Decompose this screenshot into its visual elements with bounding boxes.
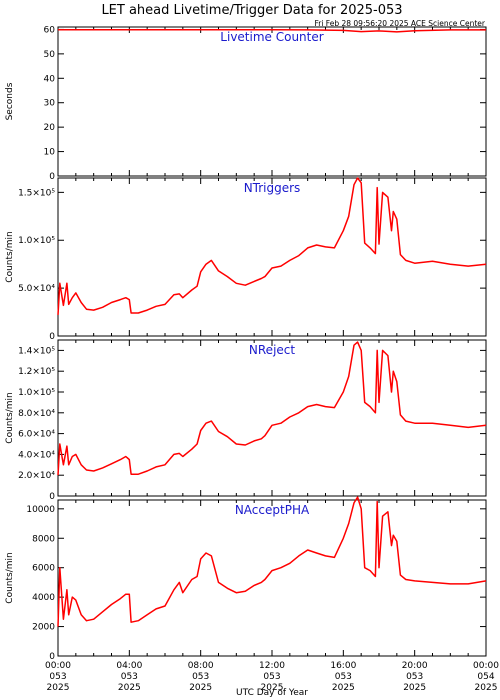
panel: 0 5.0×10⁴ 1.0×10⁵ 1.5×10⁵ Counts/min NTrigger… <box>5 177 487 342</box>
y-tick-label: 4.0×10⁴ <box>18 450 55 460</box>
x-tick-label: 054 <box>477 672 494 682</box>
y-tick-label: 0 <box>49 332 55 342</box>
x-tick-label: 053 <box>49 672 66 682</box>
series-line <box>57 177 487 315</box>
x-tick-label: 2025 <box>332 683 355 693</box>
x-tick-label: 08:00 <box>188 661 214 671</box>
panel-label: Livetime Counter <box>220 30 323 44</box>
x-tick-label: 053 <box>406 672 423 682</box>
y-axis-label: Counts/min <box>5 392 15 443</box>
y-axis-label: Seconds <box>5 82 15 120</box>
y-tick-label: 1.4×10⁵ <box>18 346 55 356</box>
x-tick-label: 2025 <box>261 683 284 693</box>
y-tick-label: 6000 <box>32 564 55 574</box>
x-axis: 00:00053202504:00053202508:00053202512:0… <box>45 661 499 693</box>
x-tick-label: 2025 <box>475 683 498 693</box>
x-tick-label: 2025 <box>189 683 212 693</box>
plot-frame <box>57 177 487 337</box>
y-tick-label: 50 <box>44 50 56 60</box>
y-tick-label: 6.0×10⁴ <box>18 430 55 440</box>
panel-label: NReject <box>249 343 295 357</box>
y-tick-label: 1.0×10⁵ <box>18 236 55 246</box>
x-tick-label: 2025 <box>118 683 141 693</box>
y-tick-label: 20 <box>44 123 56 133</box>
x-tick-label: 00:00 <box>473 661 499 671</box>
y-tick-label: 8.0×10⁴ <box>18 409 55 419</box>
y-tick-label: 10000 <box>26 505 55 515</box>
y-tick-label: 1.5×10⁵ <box>18 188 55 198</box>
plot-frame <box>57 339 487 497</box>
x-tick-label: 053 <box>192 672 209 682</box>
x-tick-label: 12:00 <box>259 661 285 671</box>
x-tick-label: 16:00 <box>330 661 356 671</box>
x-tick-label: 04:00 <box>116 661 142 671</box>
series-line <box>57 496 487 627</box>
y-axis-label: Counts/min <box>5 231 15 282</box>
panel: 0 2.0×10⁴ 4.0×10⁴ 6.0×10⁴ 8.0×10⁴ 1.0×10⁵ 1.2×… <box>5 339 487 502</box>
plot-frame <box>57 499 487 657</box>
x-tick-label: 2025 <box>47 683 70 693</box>
timestamp: Fri Feb 28 09:56:20 2025 ACE Science Cen… <box>314 19 485 28</box>
y-tick-label: 1.2×10⁵ <box>18 367 55 377</box>
panel-label: NTriggers <box>244 181 301 195</box>
y-tick-label: 2.0×10⁴ <box>18 471 55 481</box>
figure-title: LET ahead Livetime/Trigger Data for 2025… <box>101 3 402 18</box>
y-tick-label: 10 <box>44 148 56 158</box>
y-axis-label: Counts/min <box>5 552 15 603</box>
y-tick-label: 40 <box>44 74 56 84</box>
panel: 0 10 20 30 40 50 60 Seconds Livetime Counter <box>5 25 487 182</box>
y-tick-label: 2000 <box>32 623 55 633</box>
y-tick-label: 30 <box>44 99 56 109</box>
y-tick-label: 60 <box>44 25 56 35</box>
y-tick-label: 0 <box>49 492 55 502</box>
panel: 0 2000 4000 6000 8000 10000 Counts/min NAcceptP… <box>5 496 487 662</box>
x-tick-label: 053 <box>335 672 352 682</box>
series-line <box>57 341 487 476</box>
y-tick-label: 0 <box>49 652 55 662</box>
panel-label: NAcceptPHA <box>235 503 310 517</box>
y-tick-label: 4000 <box>32 593 55 603</box>
y-tick-label: 1.0×10⁵ <box>18 388 55 398</box>
x-tick-label: 053 <box>263 672 280 682</box>
y-tick-label: 8000 <box>32 534 55 544</box>
y-tick-label: 5.0×10⁴ <box>18 284 55 294</box>
x-axis-label: UTC Day of Year <box>236 688 308 698</box>
panels: 0 10 20 30 40 50 60 Seconds Livetime Counter 0 5.0… <box>5 25 487 662</box>
series-line <box>58 28 486 33</box>
x-tick-label: 20:00 <box>402 661 428 671</box>
x-tick-label: 2025 <box>403 683 426 693</box>
plot-frame <box>57 26 487 177</box>
x-tick-label: 00:00 <box>45 661 71 671</box>
x-tick-label: 053 <box>121 672 138 682</box>
y-tick-label: 0 <box>49 172 55 182</box>
